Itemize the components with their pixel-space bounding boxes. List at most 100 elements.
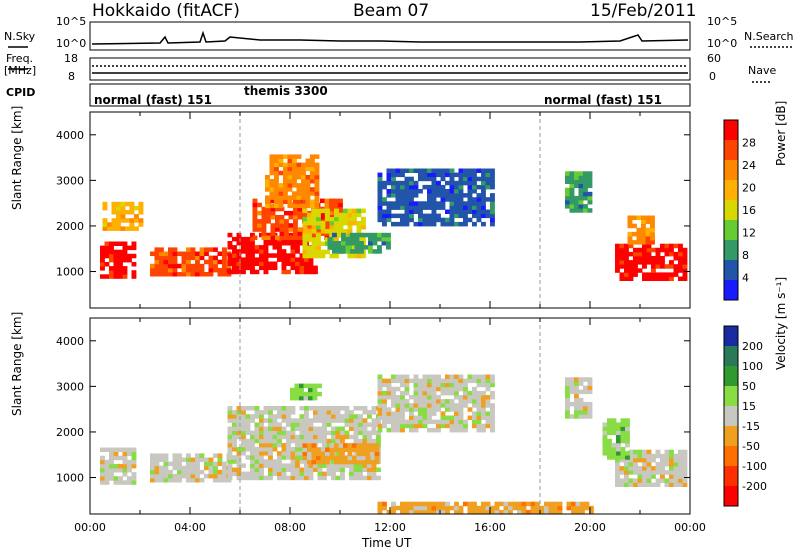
- data-cell: [259, 475, 264, 481]
- data-cell: [413, 390, 419, 396]
- data-cell: [431, 193, 437, 198]
- data-cell: [454, 213, 459, 219]
- data-cell: [250, 245, 255, 250]
- x-axis-label: Time UT: [362, 536, 412, 550]
- data-cell: [250, 236, 255, 242]
- data-cell: [682, 478, 688, 483]
- data-cell: [204, 272, 209, 277]
- data-cell: [113, 249, 119, 255]
- data-cell: [305, 166, 311, 172]
- data-cell: [335, 426, 341, 431]
- data-cell: [377, 189, 383, 194]
- data-cell: [404, 505, 410, 511]
- data-cell: [386, 382, 392, 388]
- data-cell: [476, 176, 482, 182]
- data-cell: [400, 189, 405, 194]
- data-cell: [100, 480, 105, 485]
- data-cell: [431, 390, 437, 396]
- data-cell: [335, 410, 341, 415]
- data-cell: [678, 260, 683, 265]
- data-cell: [404, 180, 410, 186]
- data-cell: [317, 391, 322, 397]
- data-cell: [281, 269, 287, 275]
- data-cell: [583, 401, 588, 407]
- data-cell: [324, 219, 330, 224]
- data-cell: [335, 463, 341, 468]
- data-cell: [274, 183, 279, 188]
- data-cell: [186, 465, 191, 471]
- data-cell: [628, 478, 634, 483]
- data-cell: [270, 206, 276, 212]
- data-cell: [204, 473, 209, 479]
- data-cell: [400, 378, 405, 384]
- data-cell: [361, 253, 366, 259]
- data-cell: [107, 222, 112, 227]
- data-cell: [436, 189, 441, 194]
- data-cell: [583, 208, 588, 213]
- data-cell: [490, 390, 495, 396]
- data-cell: [268, 430, 273, 436]
- data-cell: [310, 158, 315, 163]
- data-cell: [485, 505, 491, 511]
- data-cell: [131, 476, 137, 481]
- colorbar-tick-label: 200: [742, 340, 763, 353]
- data-cell: [476, 201, 482, 206]
- data-cell: [227, 467, 233, 472]
- data-cell: [553, 501, 558, 507]
- data-cell: [371, 426, 377, 431]
- data-cell: [335, 467, 341, 472]
- data-cell: [382, 221, 387, 227]
- data-cell: [159, 473, 164, 479]
- data-cell: [646, 462, 652, 467]
- data-cell: [150, 263, 155, 269]
- data-cell: [490, 217, 495, 223]
- data-cell: [349, 410, 354, 415]
- data-cell: [395, 403, 401, 408]
- data-cell: [350, 241, 355, 246]
- data-cell: [376, 438, 381, 444]
- data-cell: [404, 197, 410, 202]
- data-cell: [620, 438, 626, 444]
- data-cell: [565, 195, 570, 201]
- data-cell: [338, 225, 344, 230]
- data-cell: [440, 221, 446, 227]
- data-cell: [241, 442, 246, 448]
- data-cell: [548, 501, 554, 507]
- data-cell: [395, 419, 401, 425]
- data-cell: [277, 442, 282, 448]
- data-cell: [427, 184, 432, 190]
- data-cell: [304, 257, 309, 262]
- data-cell: [472, 176, 477, 182]
- data-cell: [395, 423, 401, 429]
- data-cell: [627, 240, 633, 245]
- data-cell: [619, 247, 625, 253]
- data-cell: [208, 259, 214, 265]
- data-cell: [633, 470, 638, 475]
- data-cell: [583, 389, 588, 395]
- data-cell: [199, 247, 205, 252]
- data-cell: [682, 256, 688, 261]
- data-cell: [195, 478, 200, 483]
- data-cell: [283, 187, 288, 192]
- data-cell: [628, 449, 634, 455]
- data-cell: [436, 168, 441, 173]
- data-cell: [236, 265, 242, 271]
- data-cell: [302, 220, 308, 226]
- data-cell: [427, 419, 432, 425]
- data-cell: [636, 227, 642, 233]
- data-cell: [131, 451, 137, 457]
- data-cell: [227, 463, 233, 468]
- data-cell: [274, 187, 279, 192]
- data-cell: [254, 430, 260, 436]
- data-cell: [347, 212, 353, 218]
- data-cell: [286, 447, 291, 452]
- data-cell: [377, 217, 383, 223]
- data-cell: [138, 210, 144, 215]
- data-cell: [377, 415, 383, 420]
- data-cell: [293, 235, 298, 240]
- data-cell: [314, 203, 320, 209]
- data-cell: [574, 414, 579, 419]
- data-cell: [326, 406, 332, 411]
- data-cell: [503, 501, 509, 507]
